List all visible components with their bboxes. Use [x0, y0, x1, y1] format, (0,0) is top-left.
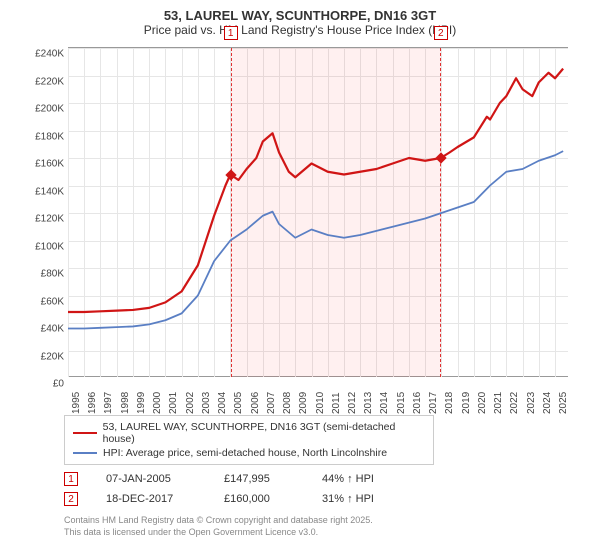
y-tick-label: £100K: [20, 241, 64, 252]
data-point-price: £147,995: [224, 473, 294, 485]
y-tick-label: £80K: [20, 269, 64, 280]
y-tick-label: £20K: [20, 351, 64, 362]
marker-badge-icon: 1: [224, 26, 238, 40]
series-line: [68, 69, 563, 312]
y-tick-label: £40K: [20, 324, 64, 335]
data-points-table: 1 07-JAN-2005 £147,995 44% ↑ HPI 2 18-DE…: [64, 469, 588, 509]
data-point-row: 1 07-JAN-2005 £147,995 44% ↑ HPI: [64, 469, 588, 489]
title-block: 53, LAUREL WAY, SCUNTHORPE, DN16 3GT Pri…: [12, 8, 588, 37]
y-tick-label: £0: [20, 379, 64, 390]
legend-swatch: [73, 432, 97, 435]
footer-attribution: Contains HM Land Registry data © Crown c…: [64, 515, 588, 538]
data-point-hpi: 44% ↑ HPI: [322, 473, 374, 485]
lines-svg: [68, 48, 568, 377]
marker-badge-icon: 2: [64, 492, 78, 506]
legend-swatch: [73, 452, 97, 454]
legend-label: HPI: Average price, semi-detached house,…: [103, 447, 387, 459]
chart-container: 53, LAUREL WAY, SCUNTHORPE, DN16 3GT Pri…: [0, 0, 600, 560]
plot-region: £0£20K£40K£60K£80K£100K£120K£140K£160K£1…: [68, 47, 568, 377]
legend-item: 53, LAUREL WAY, SCUNTHORPE, DN16 3GT (se…: [73, 420, 425, 446]
chart-title: 53, LAUREL WAY, SCUNTHORPE, DN16 3GT: [12, 8, 588, 23]
y-tick-label: £60K: [20, 296, 64, 307]
footer-line: This data is licensed under the Open Gov…: [64, 527, 588, 539]
legend-box: 53, LAUREL WAY, SCUNTHORPE, DN16 3GT (se…: [64, 415, 434, 465]
data-point-hpi: 31% ↑ HPI: [322, 493, 374, 505]
legend-item: HPI: Average price, semi-detached house,…: [73, 446, 425, 460]
data-point-date: 07-JAN-2005: [106, 473, 196, 485]
series-line: [68, 151, 563, 328]
y-tick-label: £140K: [20, 186, 64, 197]
y-tick-label: £180K: [20, 131, 64, 142]
data-point-row: 2 18-DEC-2017 £160,000 31% ↑ HPI: [64, 489, 588, 509]
y-tick-label: £120K: [20, 214, 64, 225]
legend-label: 53, LAUREL WAY, SCUNTHORPE, DN16 3GT (se…: [103, 421, 425, 445]
footer-line: Contains HM Land Registry data © Crown c…: [64, 515, 588, 527]
marker-badge-icon: 2: [434, 26, 448, 40]
data-point-price: £160,000: [224, 493, 294, 505]
y-tick-label: £240K: [20, 49, 64, 60]
y-tick-label: £160K: [20, 159, 64, 170]
data-point-date: 18-DEC-2017: [106, 493, 196, 505]
y-tick-label: £220K: [20, 76, 64, 87]
chart-subtitle: Price paid vs. HM Land Registry's House …: [12, 23, 588, 37]
chart-area: £0 £20K £40K £60K £80K £100K £120K £140K £160K £1…: [20, 41, 580, 411]
marker-badge-icon: 1: [64, 472, 78, 486]
y-tick-label: £200K: [20, 104, 64, 115]
